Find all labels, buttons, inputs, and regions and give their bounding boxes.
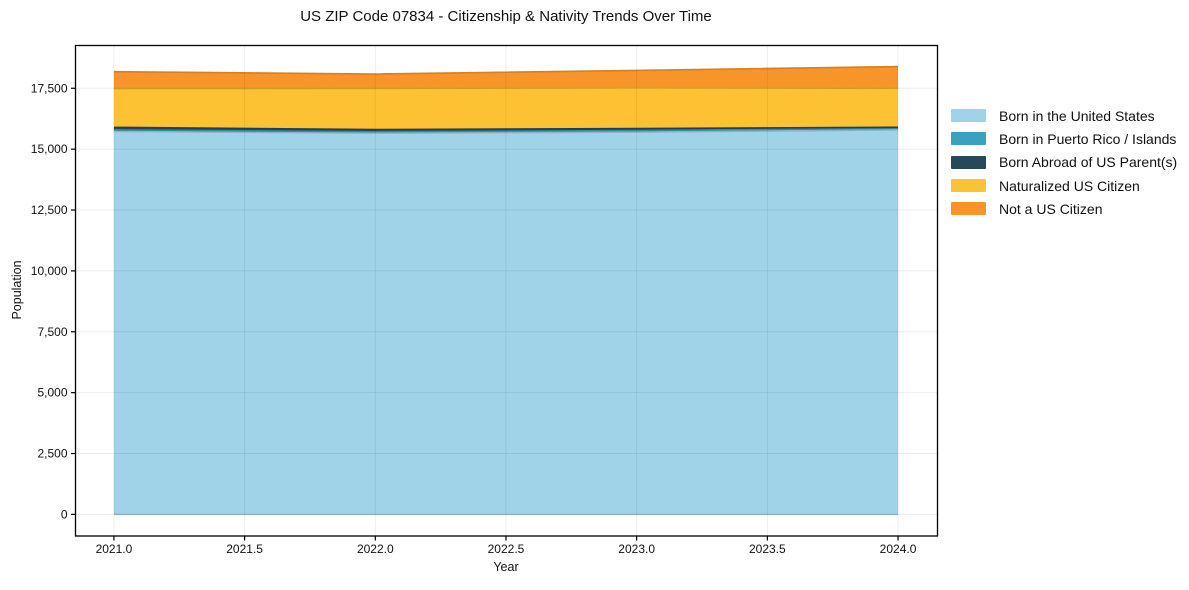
y-tick-label: 10,000 [31,264,68,278]
area-edge-born-in-puerto-rico-islands [113,127,899,133]
area-not-a-us-citizen [113,66,899,89]
legend-swatch-icon [951,179,986,193]
legend-item-born-in-the-united-states: Born in the United States [951,104,1177,127]
area-edge-not-a-us-citizen [113,65,899,75]
y-tick-label: 15,000 [31,142,68,156]
area-edge-born-abroad-of-us-parent-s [113,126,899,131]
legend-item-not-a-us-citizen: Not a US Citizen [951,197,1177,220]
x-tick-label: 2021.5 [226,542,263,556]
y-tick-label: 12,500 [31,203,68,217]
x-tick-label: 2022.5 [488,542,525,556]
legend-swatch-icon [951,132,986,146]
x-tick-label: 2021.0 [96,542,133,556]
legend-item-born-in-puerto-rico-islands: Born in Puerto Rico / Islands [951,127,1177,150]
x-tick-label: 2023.0 [618,542,655,556]
area-edge-naturalized-us-citizen [113,86,899,90]
legend-swatch-icon [951,155,986,169]
y-tick-label: 7,500 [37,325,67,339]
y-tick-label: 17,500 [31,81,68,95]
area-born-in-the-united-states [113,129,899,515]
legend-label: Born Abroad of US Parent(s) [999,154,1178,171]
area-naturalized-us-citizen [113,87,899,130]
area-edge-born-in-the-united-states [113,129,899,134]
y-tick-label: 2,500 [37,447,67,461]
chart-title: US ZIP Code 07834 - Citizenship & Nativi… [300,8,712,25]
legend-swatch-icon [951,202,986,216]
legend-item-born-abroad-of-us-parent-s: Born Abroad of US Parent(s) [951,151,1177,174]
legend-swatch-icon [951,109,986,123]
x-tick-label: 2023.5 [749,542,786,556]
legend-label: Not a US Citizen [999,200,1103,217]
legend-label: Born in Puerto Rico / Islands [999,130,1177,147]
legend-label: Born in the United States [999,107,1155,124]
legend: Born in the United States Born in Puerto … [951,104,1177,220]
y-axis-label: Population [10,260,24,320]
x-tick-label: 2022.0 [357,542,394,556]
y-tick-label: 0 [61,507,68,521]
legend-label: Naturalized US Citizen [999,177,1140,194]
y-tick-label: 5,000 [37,386,67,400]
x-axis-label: Year [493,560,519,574]
legend-item-naturalized-us-citizen: Naturalized US Citizen [951,174,1177,197]
x-tick-label: 2024.0 [880,542,917,556]
